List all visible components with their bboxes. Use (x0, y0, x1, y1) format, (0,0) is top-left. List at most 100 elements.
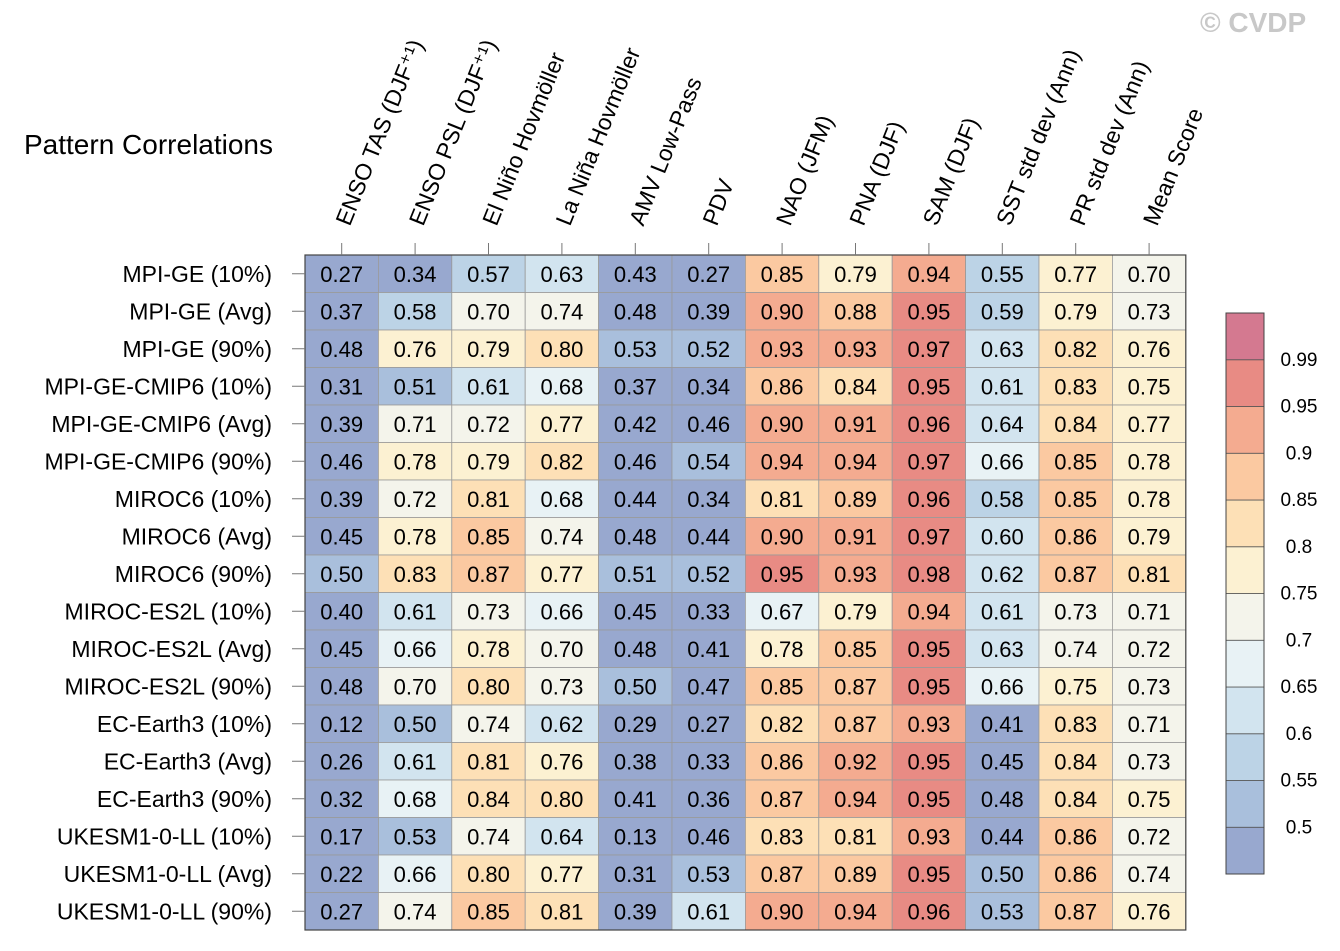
cell-value: 0.86 (761, 749, 804, 774)
heatmap-cell (745, 704, 820, 743)
cell-value: 0.85 (467, 899, 510, 924)
column-label: PNA (DJF) (844, 117, 909, 229)
cell-value: 0.94 (907, 262, 950, 287)
heatmap-cell (524, 517, 600, 556)
heatmap-cell (745, 779, 820, 818)
cell-value: 0.84 (467, 787, 510, 812)
colorbar-tick-label: 0.5 (1286, 817, 1312, 838)
cell-value: 0.78 (394, 449, 437, 474)
row-label: UKESM1-0-LL (90%) (57, 898, 272, 924)
cell-value: 0.87 (834, 674, 877, 699)
heatmap-cell (598, 479, 673, 518)
cell-value: 0.84 (1054, 412, 1097, 437)
heatmap-cell (818, 704, 893, 743)
cell-value: 0.58 (981, 487, 1024, 512)
colorbar-box (1225, 593, 1265, 641)
heatmap-cell (377, 254, 453, 293)
heatmap-cell (965, 592, 1040, 631)
row-label: MPI-GE (10%) (122, 261, 272, 287)
cell-value: 0.79 (467, 337, 510, 362)
cell-value: 0.93 (907, 824, 950, 849)
heatmap-cell (891, 292, 967, 331)
cell-value: 0.85 (1054, 449, 1097, 474)
heatmap-cell (965, 779, 1040, 818)
column-label: SAM (DJF) (917, 114, 984, 229)
cell-value: 0.78 (394, 524, 437, 549)
cell-value: 0.36 (687, 787, 730, 812)
credit-text: © CVDP (1200, 7, 1306, 38)
cell-value: 0.86 (1054, 524, 1097, 549)
heatmap-cell (451, 404, 526, 443)
cell-value: 0.75 (1054, 674, 1097, 699)
cell-value: 0.50 (981, 862, 1024, 887)
colorbar-box (1225, 733, 1265, 781)
heatmap-cell (745, 592, 820, 631)
heatmap-cell (745, 817, 820, 856)
cell-value: 0.81 (540, 899, 583, 924)
heatmap-cell (745, 292, 820, 331)
heatmap-cell (598, 517, 673, 556)
heatmap-cell (1112, 329, 1187, 368)
cell-value: 0.84 (1054, 749, 1097, 774)
cell-value: 0.88 (834, 299, 877, 324)
heatmap-border (304, 254, 1187, 931)
heatmap-cell (1038, 779, 1113, 818)
heatmap-cell (1038, 554, 1113, 593)
column-label: NAO (JFM) (771, 111, 839, 229)
heatmap-cell (965, 442, 1040, 481)
cell-value: 0.75 (1128, 374, 1171, 399)
cell-value: 0.73 (1128, 299, 1171, 324)
cell-value: 0.74 (1128, 862, 1171, 887)
cell-value: 0.64 (981, 412, 1024, 437)
cell-value: 0.52 (687, 337, 730, 362)
cell-value: 0.31 (320, 374, 363, 399)
heatmap-cell (451, 554, 526, 593)
cell-value: 0.48 (320, 337, 363, 362)
heatmap-cell (1112, 742, 1187, 781)
heatmap-cell (965, 667, 1040, 706)
heatmap-cell (745, 517, 820, 556)
cell-value: 0.81 (1128, 562, 1171, 587)
cell-value: 0.53 (394, 824, 437, 849)
heatmap-cells: 0.27 0.34 0.57 0.63 0.43 0.27 0.85 0.79 0.94 0.55… (304, 254, 1187, 931)
cell-value: 0.66 (540, 599, 583, 624)
heatmap-cell (377, 817, 453, 856)
cell-value: 0.39 (320, 412, 363, 437)
heatmap-cell (671, 292, 746, 331)
cell-value: 0.58 (394, 299, 437, 324)
heatmap-cell (891, 779, 967, 818)
chart-title: Pattern Correlations (24, 129, 273, 160)
cell-value: 0.74 (1054, 637, 1097, 662)
heatmap-cell (304, 629, 379, 668)
heatmap-cell (524, 629, 600, 668)
heatmap-cell (1112, 254, 1187, 293)
colorbar-tick-label: 0.95 (1281, 397, 1318, 418)
cell-value: 0.73 (1128, 749, 1171, 774)
cell-value: 0.94 (907, 599, 950, 624)
heatmap-cell (598, 779, 673, 818)
cell-value: 0.95 (907, 374, 950, 399)
cell-value: 0.57 (467, 262, 510, 287)
cell-value: 0.83 (1054, 374, 1097, 399)
cell-value: 0.87 (1054, 562, 1097, 587)
cell-value: 0.48 (614, 637, 657, 662)
cell-value: 0.46 (687, 824, 730, 849)
cell-value: 0.46 (687, 412, 730, 437)
cell-value: 0.76 (1128, 899, 1171, 924)
row-label: MPI-GE-CMIP6 (10%) (45, 373, 272, 399)
cell-value: 0.93 (907, 712, 950, 737)
heatmap-cell (304, 479, 379, 518)
cell-value: 0.48 (614, 524, 657, 549)
heatmap-cell (818, 779, 893, 818)
cell-value: 0.66 (981, 449, 1024, 474)
colorbar-box (1225, 312, 1265, 361)
heatmap-cell (818, 629, 893, 668)
cell-value: 0.66 (394, 637, 437, 662)
cell-value: 0.37 (614, 374, 657, 399)
cell-value: 0.22 (320, 862, 363, 887)
heatmap-cell (1038, 404, 1113, 443)
heatmap-cell (891, 629, 967, 668)
row-label: MIROC-ES2L (90%) (65, 673, 272, 699)
cell-value: 0.32 (320, 787, 363, 812)
heatmap-cell (1038, 517, 1113, 556)
